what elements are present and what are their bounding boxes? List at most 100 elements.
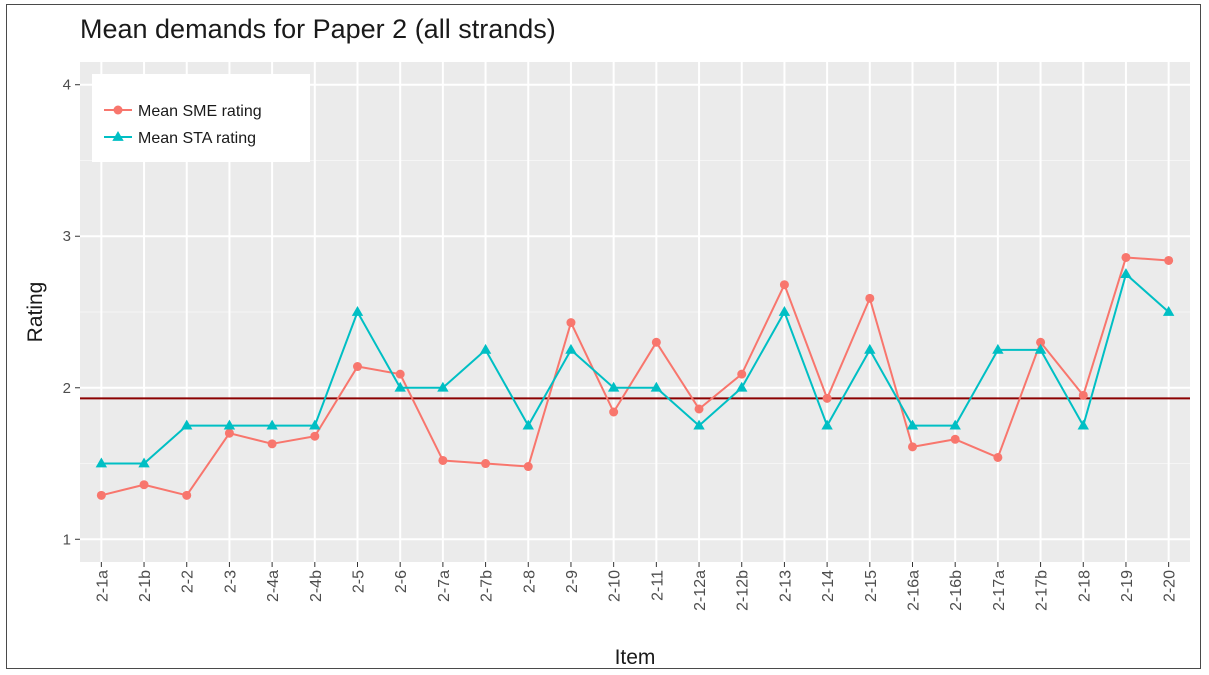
data-point bbox=[906, 419, 919, 430]
data-point bbox=[1120, 268, 1132, 279]
x-tick-label: 2-17a bbox=[991, 570, 1008, 611]
data-point bbox=[95, 457, 108, 468]
chart-title: Mean demands for Paper 2 (all strands) bbox=[80, 14, 556, 44]
data-point bbox=[1121, 252, 1131, 262]
data-point bbox=[1036, 337, 1046, 347]
x-tick-label: 2-2 bbox=[180, 570, 197, 593]
data-point bbox=[693, 419, 705, 430]
x-tick-label: 2-3 bbox=[222, 570, 239, 593]
x-tick-label: 2-4a bbox=[265, 570, 282, 602]
data-point bbox=[1034, 343, 1047, 354]
data-point bbox=[607, 381, 620, 392]
y-axis: 1 2 3 4 bbox=[63, 77, 80, 548]
y-tick-label: 2 bbox=[63, 380, 71, 397]
legend: Mean SME rating Mean STA rating bbox=[92, 74, 310, 162]
x-tick-label: 2-16a bbox=[906, 570, 923, 611]
x-tick-label: 2-12a bbox=[692, 570, 709, 611]
x-tick-label: 2-13 bbox=[777, 570, 794, 602]
data-point bbox=[650, 381, 663, 392]
data-point bbox=[267, 439, 277, 449]
series-line bbox=[101, 273, 1170, 465]
legend-key-marker bbox=[112, 131, 124, 141]
data-point bbox=[437, 381, 449, 392]
data-point bbox=[96, 490, 106, 500]
y-tick-label: 3 bbox=[63, 228, 71, 245]
data-point bbox=[865, 293, 875, 303]
data-point bbox=[1078, 390, 1088, 400]
data-point bbox=[609, 407, 619, 417]
data-point bbox=[737, 369, 747, 379]
x-tick-label: 2-7a bbox=[436, 570, 453, 602]
x-tick-label: 2-11 bbox=[649, 570, 666, 601]
x-tick-label: 2-17b bbox=[1034, 570, 1051, 611]
x-tick-label: 2-7b bbox=[479, 570, 496, 602]
y-axis-label: Rating bbox=[24, 282, 47, 343]
x-tick-label: 2-15 bbox=[863, 570, 880, 602]
legend-label: Mean STA rating bbox=[138, 130, 256, 147]
x-tick-label: 2-20 bbox=[1162, 570, 1179, 602]
data-point bbox=[479, 343, 492, 354]
data-point bbox=[949, 419, 961, 430]
series-sta bbox=[95, 268, 1175, 468]
y-tick-label: 1 bbox=[63, 531, 71, 548]
legend-box bbox=[92, 74, 310, 162]
data-point bbox=[993, 452, 1003, 462]
x-tick-label: 2-8 bbox=[521, 570, 538, 593]
data-point bbox=[523, 462, 533, 472]
data-point bbox=[224, 428, 234, 438]
x-axis-label: Item bbox=[615, 646, 656, 669]
data-point bbox=[138, 457, 150, 468]
x-tick-label: 2-1a bbox=[94, 570, 111, 602]
data-point bbox=[353, 362, 362, 372]
data-point bbox=[822, 393, 832, 403]
data-point bbox=[736, 381, 748, 392]
series-line bbox=[101, 256, 1169, 497]
x-tick-label: 2-9 bbox=[564, 570, 581, 593]
legend-key-marker bbox=[113, 105, 123, 115]
series-layer bbox=[95, 252, 1175, 500]
data-point bbox=[651, 337, 661, 347]
series-sme bbox=[96, 252, 1174, 500]
data-point bbox=[1077, 419, 1089, 430]
x-tick-label: 2-5 bbox=[351, 570, 368, 593]
data-point bbox=[1162, 306, 1175, 316]
x-tick-label: 2-12b bbox=[735, 570, 752, 611]
x-axis: 2-1a 2-1b 2-2 2-3 2-4a 2-4b 2-5 2-6 2-7a 2-7b 2-8 2… bbox=[94, 562, 1179, 611]
data-point bbox=[522, 419, 534, 430]
data-point bbox=[908, 442, 917, 452]
x-tick-label: 2-16b bbox=[948, 570, 965, 611]
x-tick-label: 2-6 bbox=[393, 570, 410, 593]
data-point bbox=[566, 318, 576, 328]
x-tick-label: 2-10 bbox=[607, 570, 624, 602]
data-point bbox=[438, 455, 448, 465]
data-point bbox=[309, 419, 321, 430]
data-point bbox=[351, 306, 364, 316]
x-tick-label: 2-1b bbox=[137, 570, 154, 602]
data-point bbox=[181, 419, 193, 430]
data-point bbox=[223, 419, 236, 430]
data-point bbox=[1164, 255, 1174, 265]
data-point bbox=[182, 490, 192, 500]
data-point bbox=[395, 369, 405, 379]
data-point bbox=[565, 343, 577, 354]
data-point bbox=[779, 280, 789, 290]
data-point bbox=[821, 419, 833, 430]
data-point bbox=[481, 459, 491, 469]
data-point bbox=[394, 381, 406, 392]
data-point bbox=[266, 419, 278, 430]
data-point bbox=[778, 306, 791, 316]
data-point bbox=[694, 404, 704, 414]
data-point bbox=[139, 480, 149, 490]
y-tick-label: 4 bbox=[63, 77, 71, 94]
x-tick-label: 2-14 bbox=[820, 570, 837, 602]
legend-item: Mean SME rating bbox=[104, 103, 262, 120]
data-point bbox=[310, 431, 320, 441]
data-point bbox=[864, 343, 876, 354]
legend-item: Mean STA rating bbox=[104, 130, 256, 147]
data-point bbox=[950, 434, 960, 444]
legend-label: Mean SME rating bbox=[138, 103, 262, 120]
x-tick-label: 2-18 bbox=[1076, 570, 1093, 602]
x-tick-label: 2-19 bbox=[1119, 570, 1136, 602]
x-tick-label: 2-4b bbox=[308, 570, 325, 602]
